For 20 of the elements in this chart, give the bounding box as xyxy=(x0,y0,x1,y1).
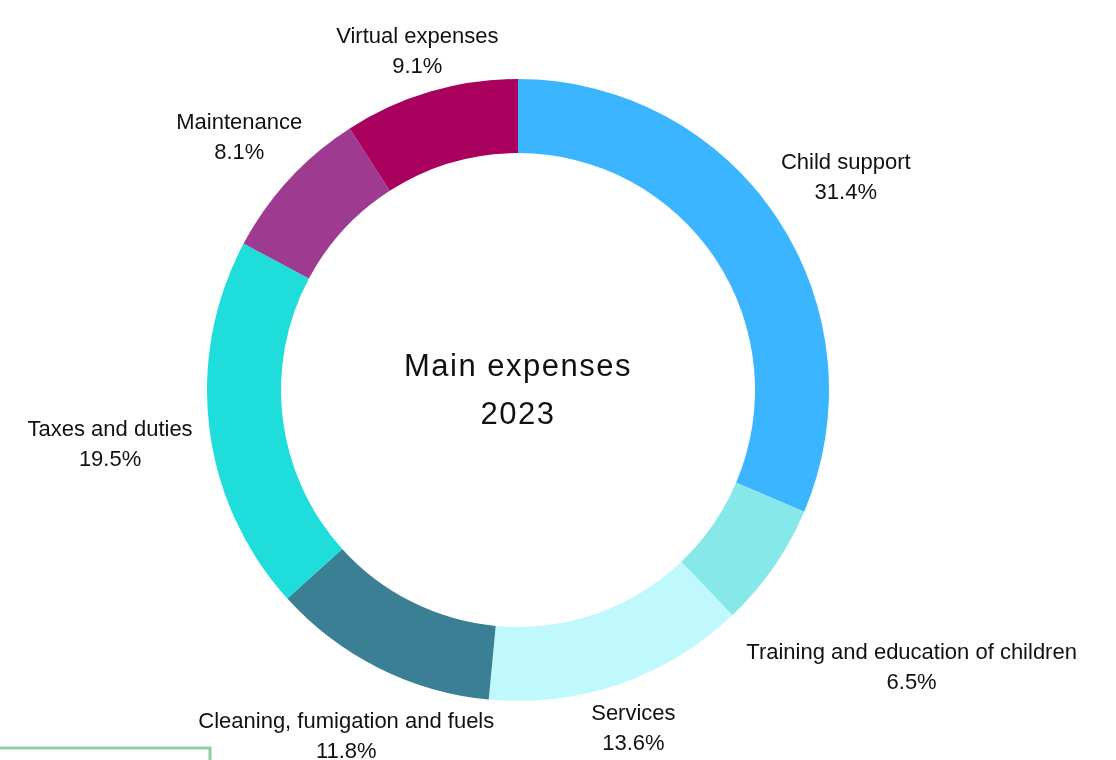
slice-label: Child support xyxy=(780,149,911,175)
slice-label: Maintenance xyxy=(176,109,303,135)
text: Main expenses 2023 xyxy=(403,348,633,431)
data-label: 6.5% xyxy=(886,668,937,694)
donut-slice xyxy=(207,243,343,599)
data-label: 9.1% xyxy=(392,53,443,79)
donut-slice xyxy=(349,79,518,191)
slice-label: Virtual expenses xyxy=(336,23,499,49)
donut-slice xyxy=(488,561,733,701)
donut-slice xyxy=(287,548,496,700)
data-label: 31.4% xyxy=(814,179,877,205)
data-label: 8.1% xyxy=(214,139,265,165)
data-label: 13.6% xyxy=(602,729,665,755)
data-label: 11.8% xyxy=(315,738,377,760)
slice-label: Cleaning, fumigation and fuels xyxy=(198,708,495,734)
data-label: 19.5% xyxy=(78,446,142,472)
slice-label: Training and education of children xyxy=(746,638,1077,664)
slice-label: Services xyxy=(591,699,676,725)
donut-slice xyxy=(681,482,805,616)
slice-label: Taxes and duties xyxy=(27,416,193,442)
